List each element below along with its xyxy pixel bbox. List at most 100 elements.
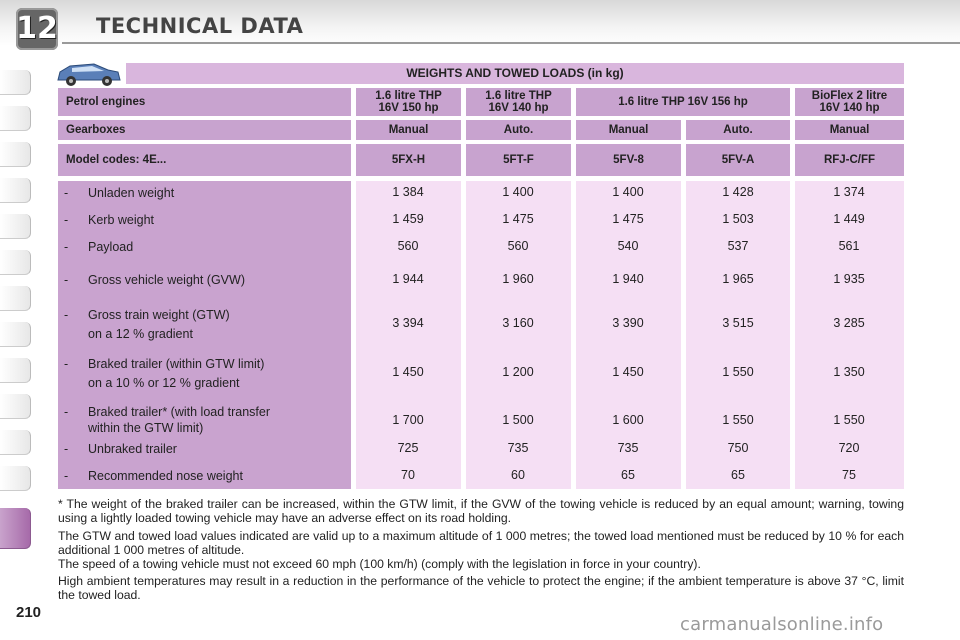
table-body-column xyxy=(686,181,790,489)
row-label-line: Gross train weight (GTW) xyxy=(88,308,230,322)
table-cell: 720 xyxy=(838,441,860,455)
table-cell: 3 160 xyxy=(502,316,534,330)
table-cell: 75 xyxy=(842,468,856,482)
note-temperature: High ambient temperatures may result in … xyxy=(58,574,904,602)
row-label-line: Braked trailer* (with load transfer xyxy=(88,405,271,419)
model-code-cell: RFJ-C/FF xyxy=(795,144,904,176)
table-cell: 750 xyxy=(727,441,749,455)
gearboxes-label: Gearboxes xyxy=(58,120,351,140)
table-cell: 1 400 xyxy=(612,185,644,199)
table-cell: 1 503 xyxy=(722,212,754,226)
chapter-tab[interactable] xyxy=(0,178,31,203)
gearbox-cell: Manual xyxy=(576,120,681,140)
table-body-column xyxy=(356,181,461,489)
table-cell: 1 935 xyxy=(833,272,865,286)
table-cell: 1 550 xyxy=(833,413,865,427)
page-title: TECHNICAL DATA xyxy=(96,14,304,38)
table-cell: 1 475 xyxy=(502,212,534,226)
table-cell: 1 350 xyxy=(833,365,865,379)
table-cell: 540 xyxy=(617,239,639,253)
row-label-line: on a 10 % or 12 % gradient xyxy=(88,376,240,390)
footnote-braked-trailer: * The weight of the braked trailer can b… xyxy=(58,497,904,525)
note-altitude: The GTW and towed load values indicated … xyxy=(58,529,904,557)
engine-header: 1.6 litre THP 16V 156 hp xyxy=(576,88,790,116)
table-cell: 70 xyxy=(401,468,415,482)
chapter-tab[interactable] xyxy=(0,70,31,95)
chapter-tab-active[interactable] xyxy=(0,508,31,549)
table-cell: 1 550 xyxy=(722,365,754,379)
table-cell: 735 xyxy=(617,441,639,455)
chapter-badge: 12 xyxy=(16,8,58,50)
row-label-line: Recommended nose weight xyxy=(88,469,243,483)
chapter-tab[interactable] xyxy=(0,142,31,167)
chapter-tab[interactable] xyxy=(0,214,31,239)
row-dash: - xyxy=(64,213,69,227)
chapter-tab[interactable] xyxy=(0,286,31,311)
chapter-tab[interactable] xyxy=(0,430,31,455)
chapter-tab[interactable] xyxy=(0,106,31,131)
table-cell: 1 944 xyxy=(392,272,424,286)
row-dash: - xyxy=(64,405,69,419)
row-label-line: Unladen weight xyxy=(88,186,175,200)
table-cell: 1 428 xyxy=(722,185,754,199)
table-body-column xyxy=(795,181,904,489)
table-title: WEIGHTS AND TOWED LOADS (in kg) xyxy=(126,63,904,84)
chapter-tab[interactable] xyxy=(0,250,31,275)
table-body-labels xyxy=(58,181,351,489)
engines-label: Petrol engines xyxy=(58,88,351,116)
table-cell: 65 xyxy=(731,468,745,482)
model-code-cell: 5FT-F xyxy=(466,144,571,176)
chapter-tabs xyxy=(0,60,31,580)
table-body-column xyxy=(466,181,571,489)
table-cell: 561 xyxy=(838,239,860,253)
chapter-tab[interactable] xyxy=(0,466,31,491)
row-label-line: on a 12 % gradient xyxy=(88,327,193,341)
row-dash: - xyxy=(64,240,69,254)
car-icon xyxy=(57,63,121,86)
table-cell: 1 200 xyxy=(502,365,534,379)
row-dash: - xyxy=(64,308,69,322)
row-dash: - xyxy=(64,357,69,371)
gearbox-cell: Manual xyxy=(795,120,904,140)
gearbox-cell: Auto. xyxy=(466,120,571,140)
row-label-line: Unbraked trailer xyxy=(88,442,177,456)
table-cell: 65 xyxy=(621,468,635,482)
table-cell: 1 500 xyxy=(502,413,534,427)
row-label-line: Kerb weight xyxy=(88,213,155,227)
row-dash: - xyxy=(64,442,69,456)
table-cell: 60 xyxy=(511,468,525,482)
header-divider xyxy=(62,42,960,44)
row-label-line: Gross vehicle weight (GVW) xyxy=(88,273,245,287)
gearbox-cell: Auto. xyxy=(686,120,790,140)
table-cell: 1 965 xyxy=(722,272,754,286)
page-number: 210 xyxy=(16,604,42,621)
table-cell: 560 xyxy=(507,239,529,253)
table-cell: 735 xyxy=(507,441,529,455)
watermark: carmanualsonline.info xyxy=(680,614,884,635)
table-cell: 1 475 xyxy=(612,212,644,226)
row-label-line: within the GTW limit) xyxy=(88,421,204,435)
table-cell: 1 450 xyxy=(392,365,424,379)
table-cell: 3 515 xyxy=(722,316,754,330)
engine-header: BioFlex 2 litre 16V 140 hp xyxy=(795,88,904,116)
model-code-cell: 5FX-H xyxy=(356,144,461,176)
gearbox-cell: Manual xyxy=(356,120,461,140)
table-body-column xyxy=(576,181,681,489)
model-codes-label: Model codes: 4E... xyxy=(58,144,351,176)
table-cell: 560 xyxy=(397,239,419,253)
model-code-cell: 5FV-8 xyxy=(576,144,681,176)
row-label-line: Payload xyxy=(88,240,134,254)
table-cell: 1 400 xyxy=(502,185,534,199)
row-dash: - xyxy=(64,469,69,483)
chapter-tab[interactable] xyxy=(0,358,31,383)
model-code-cell: 5FV-A xyxy=(686,144,790,176)
note-speed: The speed of a towing vehicle must not e… xyxy=(58,557,701,571)
row-label-line: Braked trailer (within GTW limit) xyxy=(88,357,265,371)
table-cell: 1 374 xyxy=(833,185,865,199)
chapter-tab[interactable] xyxy=(0,322,31,347)
table-cell: 1 960 xyxy=(502,272,534,286)
chapter-tab[interactable] xyxy=(0,394,31,419)
table-cell: 3 390 xyxy=(612,316,644,330)
table-cell: 1 940 xyxy=(612,272,644,286)
table-cell: 3 394 xyxy=(392,316,424,330)
